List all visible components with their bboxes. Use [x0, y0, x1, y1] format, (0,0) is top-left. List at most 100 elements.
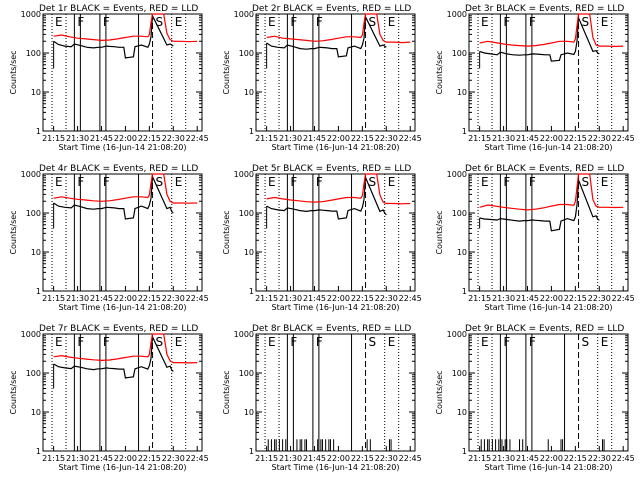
y-tick-label: 100: [452, 49, 467, 58]
x-axis-label: Start Time (16-Jun-14 21:08:20): [59, 303, 187, 312]
panel-5: Det 5r BLACK = Events, RED = LLD 1 10 100 10…: [222, 164, 422, 312]
events-series-line: [53, 334, 174, 379]
y-tick-label: 10: [31, 248, 41, 257]
event-marker-label: E: [175, 335, 183, 349]
x-tick-label: 22:15: [351, 454, 374, 463]
event-marker-label: F: [316, 15, 323, 29]
y-tick-label: 1000: [21, 170, 41, 179]
event-marker-label: F: [529, 15, 536, 29]
y-axis-label: Counts/sec: [435, 210, 444, 254]
x-tick-label: 21:45: [90, 294, 113, 303]
y-axis-label: Counts/sec: [435, 50, 444, 94]
y-tick-label: 1000: [234, 10, 254, 19]
event-marker-label: S: [369, 15, 377, 29]
panel-title: Det 5r BLACK = Events, RED = LLD: [252, 164, 411, 174]
x-tick-label: 22:45: [399, 294, 422, 303]
x-tick-label: 21:30: [279, 134, 302, 143]
y-tick-label: 100: [239, 209, 254, 218]
lld-series-line: [266, 173, 411, 205]
plot-frame: [255, 13, 416, 132]
panel-title: Det 1r BLACK = Events, RED = LLD: [39, 4, 198, 14]
x-tick-label: 21:15: [468, 294, 491, 303]
x-axis-label: Start Time (16-Jun-14 21:08:20): [272, 463, 400, 472]
x-tick-label: 21:15: [468, 134, 491, 143]
x-tick-label: 22:30: [375, 454, 398, 463]
panel-2: Det 2r BLACK = Events, RED = LLD 1 10 100 10…: [222, 4, 422, 152]
x-tick-label: 21:45: [516, 134, 539, 143]
plot-frame: [42, 173, 203, 292]
y-tick-label: 100: [239, 49, 254, 58]
y-tick-label: 100: [26, 369, 41, 378]
lld-series-line: [53, 333, 198, 364]
panel-1: Det 1r BLACK = Events, RED = LLD 1 10 100 10…: [9, 4, 209, 152]
y-tick-label: 1: [462, 447, 467, 456]
x-tick-label: 22:00: [540, 454, 563, 463]
lld-series-line: [479, 13, 624, 48]
x-tick-label: 22:45: [186, 294, 209, 303]
event-marker-label: E: [388, 15, 396, 29]
event-marker-label: F: [103, 175, 110, 189]
y-tick-label: 1: [462, 127, 467, 136]
x-tick-label: 22:30: [588, 134, 611, 143]
panel-title: Det 7r BLACK = Events, RED = LLD: [39, 324, 198, 334]
event-marker-label: F: [77, 335, 84, 349]
x-tick-label: 21:30: [492, 454, 515, 463]
x-tick-label: 21:45: [303, 134, 326, 143]
x-tick-label: 22:30: [588, 294, 611, 303]
x-tick-label: 21:45: [303, 294, 326, 303]
x-tick-label: 22:00: [327, 294, 350, 303]
y-tick-label: 100: [452, 369, 467, 378]
events-series-line: [479, 17, 600, 62]
panel-title: Det 3r BLACK = Events, RED = LLD: [465, 4, 624, 14]
panel-8: Det 8r BLACK = Events, RED = LLD 1 10 100 10…: [222, 324, 422, 472]
panel-title: Det 8r BLACK = Events, RED = LLD: [252, 324, 411, 334]
y-tick-label: 10: [457, 408, 467, 417]
panel-4: Det 4r BLACK = Events, RED = LLD 1 10 100 10…: [9, 164, 209, 312]
y-tick-label: 100: [26, 49, 41, 58]
event-marker-label: F: [77, 15, 84, 29]
panel-6: Det 6r BLACK = Events, RED = LLD 1 10 100 10…: [435, 164, 635, 312]
y-tick-label: 1: [36, 127, 41, 136]
plot-frame: [255, 333, 416, 452]
event-marker-label: E: [388, 175, 396, 189]
lld-series-line: [479, 173, 624, 211]
y-tick-label: 1: [462, 287, 467, 296]
y-axis-label: Counts/sec: [222, 210, 231, 254]
y-tick-label: 100: [26, 209, 41, 218]
y-tick-label: 10: [244, 408, 254, 417]
x-tick-label: 22:45: [612, 134, 635, 143]
event-marker-label: F: [290, 15, 297, 29]
event-marker-label: F: [529, 335, 536, 349]
lld-series-line: [53, 13, 198, 43]
events-series-line: [479, 179, 600, 232]
x-tick-label: 21:30: [279, 294, 302, 303]
y-tick-label: 10: [457, 248, 467, 257]
event-marker-label: E: [175, 175, 183, 189]
x-tick-label: 21:15: [42, 134, 65, 143]
x-axis-label: Start Time (16-Jun-14 21:08:20): [485, 303, 613, 312]
x-axis-label: Start Time (16-Jun-14 21:08:20): [272, 143, 400, 152]
x-tick-label: 22:45: [612, 294, 635, 303]
x-tick-label: 22:30: [162, 454, 185, 463]
x-tick-label: 21:45: [516, 294, 539, 303]
x-tick-label: 21:15: [42, 294, 65, 303]
y-tick-label: 1000: [234, 330, 254, 339]
x-tick-label: 22:15: [138, 294, 161, 303]
x-tick-label: 21:15: [255, 134, 278, 143]
x-tick-label: 22:00: [114, 294, 137, 303]
y-tick-label: 10: [31, 408, 41, 417]
event-marker-label: E: [268, 175, 276, 189]
x-tick-label: 22:15: [351, 134, 374, 143]
x-tick-label: 21:30: [66, 454, 89, 463]
x-tick-label: 21:15: [255, 454, 278, 463]
x-tick-label: 21:45: [90, 454, 113, 463]
x-axis-label: Start Time (16-Jun-14 21:08:20): [272, 303, 400, 312]
plot-frame: [468, 333, 629, 452]
panel-title: Det 4r BLACK = Events, RED = LLD: [39, 164, 198, 174]
x-tick-label: 22:30: [375, 134, 398, 143]
x-tick-label: 22:30: [162, 134, 185, 143]
event-marker-label: F: [290, 175, 297, 189]
event-marker-label: E: [481, 175, 489, 189]
y-tick-label: 1000: [21, 10, 41, 19]
y-tick-label: 1: [249, 287, 254, 296]
